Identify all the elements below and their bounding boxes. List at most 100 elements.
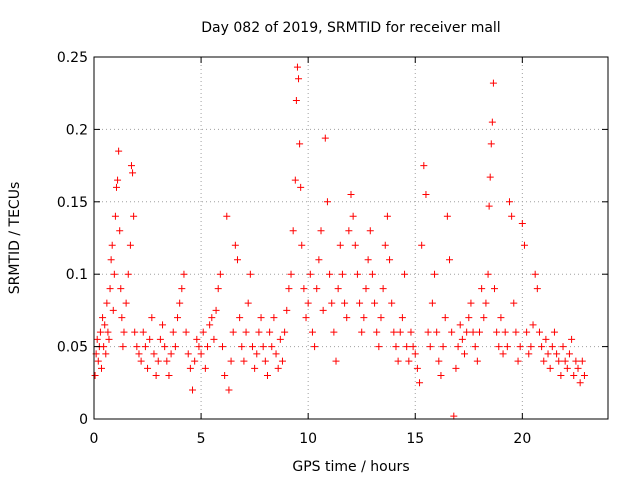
data-point	[274, 364, 282, 372]
data-point	[174, 314, 182, 322]
data-point	[413, 364, 421, 372]
data-point	[302, 314, 310, 322]
data-point	[345, 227, 353, 235]
data-point	[291, 176, 299, 184]
data-point	[212, 306, 220, 314]
data-point	[353, 270, 361, 278]
data-point	[219, 343, 226, 351]
data-point	[130, 212, 138, 220]
axis-ticks: 0 5 10 15 20 0 0.05 0.1 0.15 0.2 0.25	[57, 50, 608, 447]
data-point	[186, 364, 194, 372]
data-point	[398, 314, 406, 322]
data-point	[426, 343, 434, 351]
x-tick-label: 10	[299, 431, 317, 447]
data-point	[227, 357, 235, 365]
data-point	[424, 328, 432, 336]
data-point	[111, 212, 119, 220]
data-point	[482, 299, 490, 307]
data-point	[461, 350, 469, 358]
data-point	[328, 299, 336, 307]
y-tick-label: 0	[79, 412, 88, 428]
data-point	[154, 357, 162, 365]
data-point	[381, 241, 389, 249]
data-point	[485, 202, 493, 210]
data-point	[576, 379, 584, 387]
data-point	[476, 328, 483, 336]
data-point	[448, 328, 456, 336]
data-point	[396, 328, 404, 336]
data-point	[428, 299, 436, 307]
data-point	[159, 321, 167, 329]
data-point	[366, 227, 374, 235]
data-point	[165, 372, 173, 380]
data-point	[268, 343, 276, 351]
data-point	[548, 343, 556, 351]
data-point	[171, 343, 179, 351]
data-point	[358, 328, 366, 336]
data-point	[486, 173, 494, 181]
data-point	[97, 364, 105, 372]
data-point	[520, 241, 528, 249]
chart-title: Day 082 of 2019, SRMTID for receiver mal…	[201, 20, 500, 36]
data-point	[411, 350, 419, 358]
data-point	[409, 343, 417, 351]
data-point	[433, 328, 441, 336]
y-tick-label: 0.2	[66, 122, 88, 138]
data-point	[189, 386, 197, 394]
data-point	[373, 328, 381, 336]
data-point	[497, 314, 505, 322]
data-point	[463, 328, 471, 336]
data-point	[420, 162, 428, 170]
data-point	[285, 285, 293, 293]
data-point	[574, 364, 582, 372]
data-point	[565, 350, 573, 358]
data-point	[110, 270, 118, 278]
data-point	[257, 314, 265, 322]
data-point	[572, 357, 580, 365]
data-point	[127, 162, 135, 170]
data-point	[351, 241, 359, 249]
y-tick-label: 0.15	[57, 195, 88, 211]
data-point	[570, 372, 578, 380]
data-point	[91, 372, 99, 380]
data-point	[270, 314, 278, 322]
data-point	[103, 299, 111, 307]
data-point	[390, 328, 398, 336]
data-point	[371, 299, 379, 307]
data-point	[193, 335, 201, 343]
data-point	[542, 335, 550, 343]
y-tick-label: 0.25	[57, 50, 88, 66]
data-point	[450, 412, 458, 420]
data-point	[263, 372, 271, 380]
data-point	[538, 343, 546, 351]
data-point	[231, 241, 239, 249]
data-point	[248, 343, 256, 351]
data-point	[332, 357, 340, 365]
data-point	[238, 343, 246, 351]
data-point	[289, 227, 297, 235]
data-point	[508, 212, 516, 220]
data-point	[210, 335, 218, 343]
data-point	[278, 357, 286, 365]
data-point	[568, 335, 576, 343]
data-point	[347, 191, 355, 199]
x-tick-label: 15	[406, 431, 424, 447]
data-point	[418, 241, 426, 249]
data-point	[546, 364, 554, 372]
data-point	[266, 328, 274, 336]
data-point	[300, 285, 308, 293]
data-point	[458, 335, 466, 343]
data-point	[364, 256, 372, 264]
data-point	[255, 328, 263, 336]
data-point	[544, 350, 552, 358]
data-point	[261, 357, 269, 365]
data-point	[133, 343, 141, 351]
data-point	[131, 328, 139, 336]
data-point	[383, 212, 391, 220]
data-point	[375, 343, 383, 351]
data-point	[512, 328, 520, 336]
data-point	[557, 372, 565, 380]
data-point	[276, 335, 284, 343]
data-point	[129, 169, 137, 177]
data-point	[99, 314, 107, 322]
